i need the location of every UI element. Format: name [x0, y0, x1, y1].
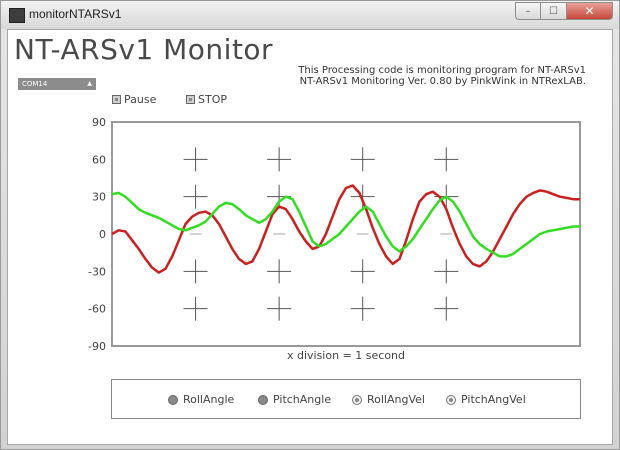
minimize-button[interactable]: – — [515, 2, 541, 20]
radio-pitch-angle-icon[interactable] — [258, 394, 268, 405]
window-controls: – ☐ ✕ — [515, 2, 613, 20]
radio-roll-ang-vel-icon[interactable] — [352, 394, 362, 405]
legend-pitch-angle[interactable]: PitchAngle — [258, 393, 331, 406]
close-icon: ✕ — [584, 4, 595, 18]
description-line-1: This Processing code is monitoring progr… — [298, 65, 586, 76]
stop-checkbox-icon[interactable] — [186, 95, 195, 104]
radio-roll-angle-icon[interactable] — [168, 394, 178, 405]
legend-roll-ang-vel[interactable]: RollAngVel — [352, 393, 425, 406]
app-title: NT-ARSv1 Monitor — [14, 33, 274, 66]
app-description: This Processing code is monitoring progr… — [298, 65, 586, 87]
x-axis-label: x division = 1 second — [287, 349, 405, 362]
minimize-icon: – — [525, 5, 531, 17]
pause-toggle[interactable]: Pause — [112, 93, 156, 106]
serial-port-value: COM14 — [22, 80, 48, 88]
stop-label: STOP — [198, 93, 227, 106]
close-button[interactable]: ✕ — [567, 2, 613, 20]
maximize-icon: ☐ — [549, 5, 558, 17]
legend-pitch-ang-vel-label: PitchAngVel — [461, 393, 526, 406]
serial-port-dropdown[interactable]: COM14 ▲ — [18, 78, 96, 90]
maximize-button[interactable]: ☐ — [541, 2, 567, 20]
y-tick-label: -30 — [88, 265, 106, 278]
app-icon — [9, 8, 25, 23]
legend-roll-angle[interactable]: RollAngle — [168, 393, 234, 406]
stop-toggle[interactable]: STOP — [186, 93, 227, 106]
attitude-plot: 90 60 30 0 -30 -60 -90 x division = 1 second — [88, 116, 581, 362]
y-tick-label: 30 — [92, 191, 106, 204]
legend-roll-angle-label: RollAngle — [183, 393, 235, 406]
app-canvas: NT-ARSv1 Monitor This Processing code is… — [7, 29, 613, 445]
title-bar[interactable]: monitorNTARSv1 – ☐ ✕ — [1, 1, 619, 29]
legend-pitch-angle-label: PitchAngle — [273, 393, 332, 406]
legend-pitch-ang-vel[interactable]: PitchAngVel — [446, 393, 526, 406]
y-tick-label: 90 — [92, 116, 106, 129]
pause-checkbox-icon[interactable] — [112, 95, 121, 104]
series-line-rollangle — [111, 184, 580, 274]
legend-roll-ang-vel-label: RollAngVel — [367, 393, 425, 406]
legend-panel: RollAngle PitchAngle RollAngVel PitchAng… — [111, 379, 581, 419]
y-tick-label: 0 — [99, 228, 106, 241]
description-line-2: NT-ARSv1 Monitoring Ver. 0.80 by PinkWin… — [299, 76, 586, 87]
radio-pitch-ang-vel-icon[interactable] — [446, 394, 456, 405]
window-title: monitorNTARSv1 — [29, 7, 122, 21]
y-tick-label: -90 — [88, 340, 106, 353]
series-line-pitchangle — [111, 191, 580, 258]
pause-label: Pause — [124, 93, 157, 106]
y-tick-label: -60 — [88, 303, 106, 316]
dropdown-caret-icon: ▲ — [87, 80, 92, 87]
y-tick-label: 60 — [92, 153, 106, 166]
